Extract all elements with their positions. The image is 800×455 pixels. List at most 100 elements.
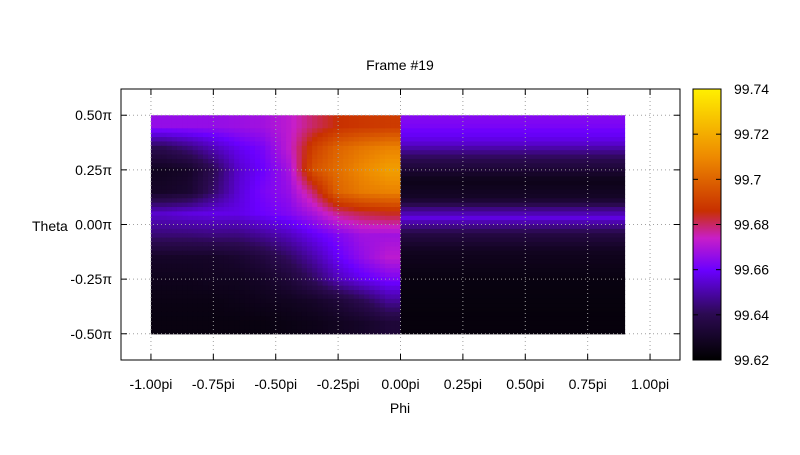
heatmap-cell	[374, 255, 381, 261]
heatmap-cell	[395, 202, 402, 208]
heatmap-cell	[280, 115, 287, 121]
heatmap-cell	[395, 207, 402, 212]
x-axis-ticks: -1.00pi -0.75pi -0.50pi -0.25pi 0.00pi 0.25pi…	[130, 89, 669, 392]
heatmap-cell	[343, 294, 350, 300]
heatmap-cell	[306, 298, 313, 304]
heatmap-cell	[244, 237, 251, 243]
heatmap-cell	[379, 237, 386, 243]
heatmap-cell	[202, 207, 209, 212]
heatmap-cell	[286, 246, 292, 252]
heatmap-cell	[254, 172, 261, 178]
heatmap-cell	[166, 141, 173, 147]
heatmap-cell	[301, 115, 308, 121]
heatmap-cell	[301, 132, 308, 138]
heatmap-cell	[197, 285, 204, 291]
heatmap-cell	[265, 141, 272, 147]
heatmap-cell	[213, 119, 220, 125]
heatmap-cell	[348, 220, 355, 226]
heatmap-cell	[322, 220, 329, 226]
heatmap-cell	[223, 141, 230, 147]
heatmap-cell	[192, 325, 199, 330]
heatmap-cell	[327, 215, 334, 221]
heatmap-cell	[353, 255, 360, 261]
heatmap-cell	[358, 202, 365, 208]
heatmap-cell	[192, 311, 199, 317]
heatmap-cell	[296, 316, 303, 322]
heatmap-cell	[317, 228, 324, 234]
heatmap-cell	[228, 220, 235, 226]
heatmap-cell	[332, 281, 339, 287]
heatmap-cell	[280, 163, 287, 169]
heatmap-cell	[176, 202, 183, 208]
heatmap-cell	[301, 285, 308, 291]
heatmap-band	[400, 246, 626, 252]
heatmap-cell	[374, 202, 381, 208]
heatmap-cell	[327, 176, 334, 182]
heatmap-cell	[312, 263, 318, 269]
heatmap-cell	[322, 303, 329, 309]
heatmap-cell	[327, 259, 334, 265]
heatmap-cell	[234, 316, 240, 322]
heatmap-cell	[192, 241, 199, 247]
heatmap-cell	[156, 180, 162, 186]
heatmap-cell	[317, 163, 324, 169]
heatmap-cell	[265, 228, 272, 234]
heatmap-cell	[161, 119, 168, 125]
heatmap-cell	[384, 325, 391, 330]
heatmap-cell	[343, 285, 350, 291]
heatmap-cell	[275, 145, 282, 151]
heatmap-cell	[384, 233, 391, 239]
heatmap-cell	[338, 189, 344, 195]
heatmap-cell	[338, 250, 344, 256]
heatmap-cell	[223, 172, 230, 178]
heatmap-cell	[384, 241, 391, 247]
heatmap-cell	[353, 202, 360, 208]
heatmap-cell	[301, 329, 308, 335]
heatmap-cell	[171, 237, 178, 243]
heatmap-cell	[312, 233, 318, 239]
heatmap-cell	[171, 241, 178, 247]
heatmap-cell	[213, 255, 220, 261]
heatmap-cell	[384, 172, 391, 178]
heatmap-cell	[306, 228, 313, 234]
heatmap-cell	[301, 311, 308, 317]
heatmap-cell	[197, 167, 204, 173]
heatmap-cell	[166, 329, 173, 335]
heatmap-cell	[322, 246, 329, 252]
heatmap-cell	[202, 325, 209, 330]
heatmap-band	[400, 220, 626, 226]
heatmap-cell	[369, 115, 376, 121]
heatmap-cell	[384, 128, 391, 134]
heatmap-cell	[317, 237, 324, 243]
heatmap-cell	[348, 263, 355, 269]
heatmap-cell	[379, 228, 386, 234]
heatmap-cell	[369, 154, 376, 160]
heatmap-cell	[369, 272, 376, 278]
heatmap-band	[400, 115, 626, 121]
heatmap-cell	[182, 154, 188, 160]
heatmap-cell	[332, 303, 339, 309]
heatmap-cell	[239, 158, 246, 164]
heatmap-cell	[384, 276, 391, 282]
heatmap-cell	[338, 154, 344, 160]
heatmap-cell	[166, 250, 173, 256]
heatmap-cell	[260, 215, 266, 221]
heatmap-cell	[364, 329, 370, 335]
heatmap-cell	[390, 298, 396, 304]
heatmap-cell	[384, 137, 391, 143]
heatmap-cell	[260, 246, 266, 252]
heatmap-cell	[150, 298, 157, 304]
heatmap-cell	[379, 207, 386, 212]
heatmap-cell	[234, 228, 240, 234]
heatmap-cell	[161, 285, 168, 291]
heatmap-cell	[182, 137, 188, 143]
heatmap-cell	[156, 268, 162, 274]
heatmap-cell	[317, 224, 324, 230]
heatmap-cell	[244, 128, 251, 134]
heatmap-cell	[374, 316, 381, 322]
heatmap-cell	[150, 185, 157, 191]
heatmap-cell	[202, 233, 209, 239]
heatmap-cell	[358, 141, 365, 147]
heatmap-cell	[228, 167, 235, 173]
heatmap-cell	[332, 263, 339, 269]
